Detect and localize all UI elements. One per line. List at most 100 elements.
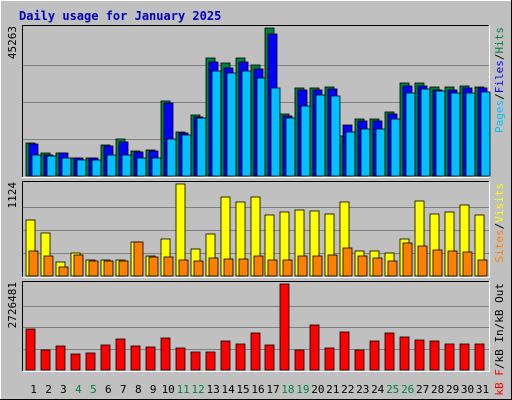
bar-pages-day-19 [300, 105, 311, 177]
x-tick-label: 7 [120, 383, 127, 396]
chart-title: Daily usage for January 2025 [19, 9, 221, 23]
bar-kb-f-day-10 [160, 337, 171, 371]
x-tick-label: 5 [90, 383, 97, 396]
bar-pages-day-25 [390, 118, 401, 177]
bar-kb-f-day-5 [85, 352, 96, 371]
legend-entry: Visits [493, 183, 506, 223]
bar-sites-day-30 [462, 251, 473, 277]
legend-separator: / [493, 54, 506, 61]
bar-kb-f-day-11 [175, 347, 186, 371]
bar-sites-day-16 [253, 255, 264, 277]
bar-kb-f-day-21 [324, 347, 335, 371]
legend-entry: Pages [493, 100, 506, 133]
bar-pages-day-21 [330, 95, 341, 177]
bar-sites-day-27 [417, 245, 428, 277]
legend-separator: / [493, 323, 506, 330]
bar-pages-day-22 [345, 131, 356, 177]
x-tick-label: 23 [356, 383, 369, 396]
x-axis: 1 2 3 4 5 6 7 8 9 10 11 12 13 14 15 16 17 18 19 20 21 22 23 24 2… [30, 383, 489, 396]
bar-sites-day-3 [58, 266, 69, 277]
bar-kb-f-day-4 [70, 353, 81, 371]
bar-sites-day-4 [73, 254, 84, 277]
x-tick-label: 19 [296, 383, 309, 396]
bar-kb-f-day-20 [309, 324, 320, 371]
x-tick-label: 26 [401, 383, 414, 396]
bar-sites-day-13 [208, 257, 219, 277]
bar-sites-day-12 [193, 260, 204, 277]
x-tick-label: 25 [386, 383, 399, 396]
x-tick-label: 28 [431, 383, 444, 396]
bar-kb-f-day-12 [190, 351, 201, 371]
bar-pages-day-6 [106, 154, 117, 177]
x-tick-label: 20 [311, 383, 324, 396]
bar-kb-f-day-30 [459, 343, 470, 371]
bar-kb-f-day-26 [399, 336, 410, 371]
chart-panels: 45263Pages/Files/Hits1124Sites/Visits272… [6, 25, 506, 396]
bar-sites-day-1 [28, 250, 39, 277]
bar-kb-f-day-29 [444, 343, 455, 371]
x-tick-label: 9 [150, 383, 157, 396]
x-tick-label: 24 [371, 383, 385, 396]
bar-pages-day-11 [181, 134, 192, 177]
bar-pages-day-9 [151, 157, 162, 177]
legend-entry: Hits [493, 27, 506, 54]
bar-kb-f-day-6 [100, 344, 111, 371]
bar-sites-day-23 [357, 255, 368, 277]
bar-pages-day-23 [360, 128, 371, 177]
bar-kb-f-day-24 [369, 340, 380, 371]
bar-pages-day-1 [31, 154, 42, 177]
bar-sites-day-31 [477, 259, 488, 277]
bar-pages-day-20 [315, 94, 326, 177]
bar-kb-f-day-17 [264, 344, 275, 371]
bar-sites-day-22 [342, 247, 353, 277]
x-tick-label: 15 [236, 383, 249, 396]
x-tick-label: 31 [476, 383, 489, 396]
y-max-label: 45263 [6, 26, 19, 59]
x-tick-label: 4 [75, 383, 82, 396]
bar-kb-f-day-31 [474, 343, 485, 371]
x-tick-label: 13 [206, 383, 219, 396]
bar-pages-day-3 [61, 157, 72, 177]
bar-pages-day-2 [46, 155, 57, 177]
x-tick-label: 29 [446, 383, 459, 396]
bar-kb-f-day-13 [205, 351, 216, 371]
bar-pages-day-8 [136, 157, 147, 177]
bar-kb-f-day-2 [40, 349, 51, 371]
bar-sites-day-15 [238, 258, 249, 277]
bar-sites-day-6 [103, 260, 114, 277]
bar-sites-day-24 [372, 257, 383, 277]
panel-legend: Pages/Files/Hits [493, 27, 506, 133]
bar-sites-day-10 [163, 256, 174, 277]
bar-sites-day-19 [297, 255, 308, 277]
bar-pages-day-27 [420, 88, 431, 177]
bar-pages-day-28 [435, 90, 446, 177]
bar-pages-day-7 [121, 154, 132, 177]
bar-kb-f-day-3 [55, 345, 66, 371]
legend-entry: kB In [493, 329, 506, 362]
legend-entry: Sites [493, 229, 506, 262]
x-tick-label: 1 [30, 383, 37, 396]
bar-kb-f-day-16 [250, 332, 261, 371]
panel-legend: Sites/Visits [493, 183, 506, 263]
x-tick-label: 22 [341, 383, 354, 396]
bar-kb-f-day-1 [25, 328, 36, 371]
bar-sites-day-8 [133, 241, 144, 277]
bar-pages-day-4 [76, 159, 87, 177]
bar-kb-f-day-9 [145, 346, 156, 371]
legend-entry: kB F [493, 369, 506, 396]
legend-entry: Files [493, 60, 506, 93]
bar-kb-f-day-7 [115, 338, 126, 371]
bar-pages-day-24 [375, 128, 386, 177]
y-max-label: 1124 [6, 182, 19, 209]
x-tick-label: 17 [266, 383, 279, 396]
bar-sites-day-17 [267, 259, 278, 277]
x-tick-label: 2 [45, 383, 52, 396]
bar-kb-f-day-8 [130, 345, 141, 371]
x-tick-label: 12 [191, 383, 204, 396]
bar-sites-day-18 [282, 259, 293, 277]
bar-sites-day-14 [223, 258, 234, 277]
x-tick-label: 16 [251, 383, 264, 396]
